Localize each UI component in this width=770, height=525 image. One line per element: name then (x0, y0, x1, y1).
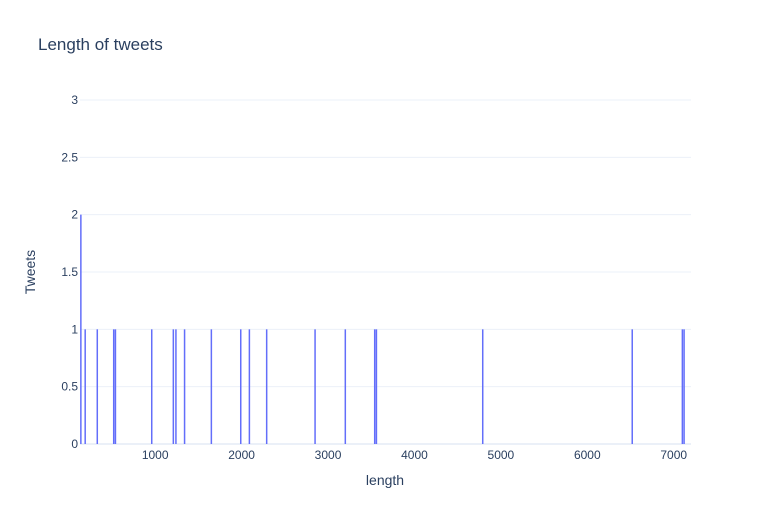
x-tick-label: 2000 (228, 448, 255, 462)
y-tick-label: 1 (71, 322, 78, 336)
chart-title: Length of tweets (38, 35, 163, 54)
histogram-bar (80, 214, 82, 444)
y-tick-label: 2 (71, 208, 78, 222)
y-tick-label: 0.5 (61, 380, 78, 394)
histogram-bar (112, 329, 115, 444)
histogram-bar (172, 329, 175, 444)
histogram-bar (683, 329, 685, 444)
histogram-bar (248, 329, 251, 444)
histogram-bar (114, 329, 117, 444)
histogram-bar (210, 329, 213, 444)
histogram-bar (265, 329, 268, 444)
bar-layer (80, 214, 685, 444)
histogram-bar (183, 329, 186, 444)
x-axis-title: length (366, 472, 404, 488)
histogram-bar (84, 329, 86, 444)
histogram-bar (631, 329, 633, 444)
histogram-bar (375, 329, 378, 444)
histogram-bar (344, 329, 347, 444)
histogram-bar (96, 329, 99, 444)
histogram-bar (373, 329, 376, 444)
x-tick-label: 3000 (315, 448, 342, 462)
histogram-bar (239, 329, 242, 444)
x-tick-label: 5000 (488, 448, 515, 462)
grid-layer (80, 99, 691, 445)
x-tick-labels: 1000 2000 3000 4000 5000 6000 7000 (142, 448, 688, 462)
x-tick-label: 4000 (401, 448, 428, 462)
x-tick-label: 1000 (142, 448, 169, 462)
x-tick-label: 6000 (574, 448, 601, 462)
y-tick-label: 2.5 (61, 150, 78, 164)
histogram-bar (314, 329, 316, 444)
y-tick-labels: 0 0.5 1 1.5 2 2.5 3 (61, 93, 78, 451)
y-tick-label: 1.5 (61, 265, 78, 279)
y-axis-title: Tweets (22, 250, 38, 294)
histogram-bar (175, 329, 177, 444)
histogram-bar (150, 329, 153, 444)
histogram-bar (681, 329, 684, 444)
y-tick-label: 0 (71, 437, 78, 451)
x-tick-label: 7000 (660, 448, 687, 462)
histogram-bar (481, 329, 484, 444)
y-tick-label: 3 (71, 93, 78, 107)
